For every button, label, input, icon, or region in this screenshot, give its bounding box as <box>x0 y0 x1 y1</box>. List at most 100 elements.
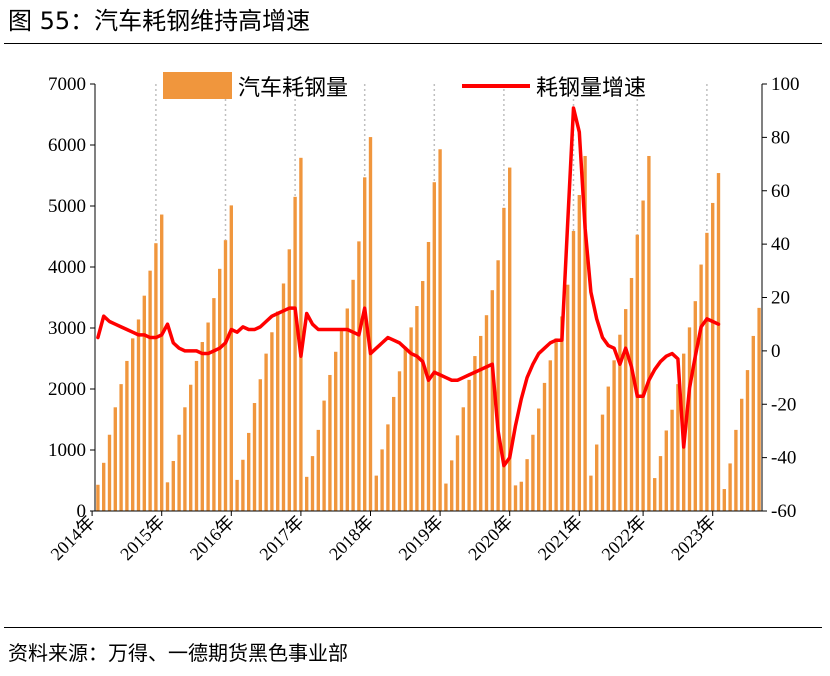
bar <box>142 295 146 511</box>
bar <box>293 196 297 511</box>
bar <box>247 432 251 511</box>
x-tick-label: 2014年 <box>47 512 99 564</box>
bar <box>618 334 622 511</box>
bar <box>160 214 164 512</box>
right-tick-label: 80 <box>771 127 790 148</box>
x-tick-label: 2020年 <box>464 512 516 564</box>
bar <box>363 177 367 511</box>
bar <box>716 173 721 511</box>
bar <box>734 429 738 511</box>
bar <box>392 396 396 511</box>
bar <box>653 478 657 511</box>
bar <box>612 360 616 511</box>
bar <box>548 360 552 511</box>
bar <box>223 240 228 511</box>
bar <box>455 435 460 511</box>
bar <box>664 430 668 511</box>
right-tick-label: 40 <box>771 234 790 255</box>
bar <box>177 434 181 511</box>
legend-label-bars: 汽车耗钢量 <box>238 76 348 101</box>
bar <box>560 316 564 511</box>
bar <box>96 484 100 511</box>
bar <box>165 482 170 511</box>
bar <box>670 409 674 511</box>
bar <box>322 400 326 511</box>
legend-swatch-bars <box>163 72 232 99</box>
bar <box>113 407 117 511</box>
bar <box>479 335 483 511</box>
bar <box>218 268 222 511</box>
left-tick-label: 7000 <box>48 74 86 95</box>
bar <box>229 205 233 511</box>
bar <box>600 414 605 511</box>
right-tick-label: 20 <box>771 288 790 309</box>
x-tick-label: 2021年 <box>534 512 586 564</box>
bar <box>537 408 541 511</box>
bar <box>409 327 413 511</box>
bar <box>339 331 344 511</box>
growth-line <box>96 106 721 468</box>
right-tick-label: -60 <box>771 501 796 522</box>
bar <box>629 277 634 511</box>
axes <box>90 83 767 516</box>
bar <box>444 483 448 511</box>
bar <box>281 283 286 511</box>
bar <box>722 489 726 511</box>
bar <box>687 327 692 511</box>
bar <box>189 384 193 511</box>
right-tick-label: -20 <box>771 394 796 415</box>
bar <box>403 346 407 511</box>
bar <box>432 182 436 511</box>
bar <box>397 371 402 511</box>
legend-label-line: 耗钢量增速 <box>536 76 646 101</box>
bar <box>577 195 581 511</box>
bar <box>119 384 123 511</box>
bar <box>554 338 558 511</box>
bar <box>606 386 610 511</box>
bar <box>450 460 454 511</box>
bar <box>270 332 274 511</box>
bar <box>751 335 755 511</box>
x-tick-label: 2022年 <box>598 512 650 564</box>
bar <box>508 167 512 511</box>
x-tick-label: 2019年 <box>395 512 447 564</box>
x-tick-label: 2018年 <box>325 512 377 564</box>
right-tick-label: 0 <box>771 341 781 362</box>
bar <box>705 232 709 511</box>
bar <box>154 243 158 511</box>
bar <box>171 460 175 511</box>
bar <box>542 382 547 511</box>
title-divider <box>4 43 822 44</box>
legend: 汽车耗钢量 耗钢量增速 <box>163 72 646 101</box>
bar <box>328 374 332 511</box>
bar <box>728 463 732 511</box>
bar <box>287 249 291 511</box>
left-tick-label: 3000 <box>48 318 86 339</box>
bar <box>310 456 315 511</box>
bar <box>316 429 320 511</box>
bar <box>264 353 268 511</box>
bar <box>415 306 419 511</box>
bar <box>502 207 506 511</box>
bar <box>107 434 112 511</box>
bar <box>131 338 135 511</box>
right-tick-label: 60 <box>771 181 790 202</box>
bar <box>380 449 384 511</box>
bar <box>334 351 338 511</box>
bar <box>589 475 593 511</box>
bar <box>421 281 425 511</box>
year-guides <box>155 84 708 244</box>
line-series <box>96 106 721 468</box>
bar <box>386 424 390 511</box>
bar <box>531 434 535 511</box>
bar <box>438 149 442 511</box>
bar <box>206 322 210 511</box>
bar <box>212 298 216 511</box>
bar <box>351 279 355 511</box>
x-tick-label: 2016年 <box>186 512 238 564</box>
bar <box>496 260 500 511</box>
bar-series <box>96 137 761 512</box>
bar <box>461 407 465 511</box>
bar <box>490 290 494 511</box>
bar <box>571 231 576 511</box>
